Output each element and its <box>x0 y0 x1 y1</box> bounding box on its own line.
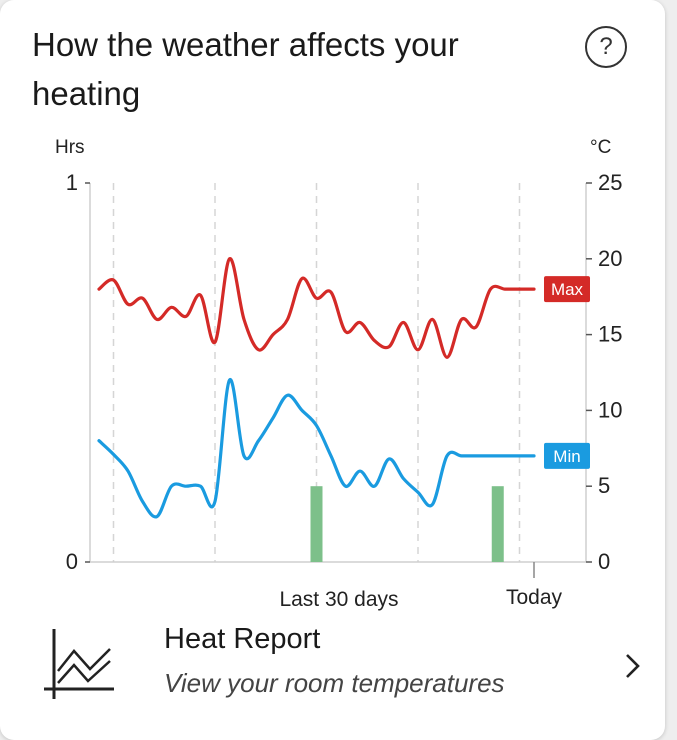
right-tick-label: 20 <box>598 246 622 271</box>
chart-axes <box>85 182 592 578</box>
help-button[interactable]: ? <box>585 26 627 68</box>
heat-report-subtitle: View your room temperatures <box>164 668 505 698</box>
line-chart-icon <box>44 629 114 699</box>
series-tag-max <box>544 276 590 303</box>
x-label-middle: Last 30 days <box>279 588 398 611</box>
heat-report-title: Heat Report <box>164 623 321 655</box>
heating-bar <box>491 486 504 562</box>
heat-report-link[interactable]: Heat Report View your room temperatures <box>0 610 665 720</box>
chevron-right-icon <box>626 654 640 678</box>
left-axis-title: Hrs <box>55 137 85 158</box>
series-line-min <box>97 378 536 519</box>
heating-bar <box>310 486 323 562</box>
right-tick-label: 25 <box>598 170 622 195</box>
series-line-max <box>97 257 536 359</box>
right-tick-label: 0 <box>598 549 610 574</box>
left-tick-label: 1 <box>66 170 78 195</box>
right-tick-label: 15 <box>598 322 622 347</box>
series-tag-min <box>544 442 590 469</box>
series-tag-label: Min <box>553 447 580 466</box>
right-axis-title: °C <box>590 137 611 158</box>
temperature-lines <box>97 257 536 519</box>
heating-bars <box>310 486 504 562</box>
series-tag-label: Max <box>551 280 584 299</box>
x-label-today: Today <box>506 586 563 609</box>
left-tick-label: 0 <box>66 549 78 574</box>
right-tick-label: 10 <box>598 397 622 422</box>
right-tick-label: 5 <box>598 473 610 498</box>
card-title: How the weather affects your heating <box>32 26 459 112</box>
